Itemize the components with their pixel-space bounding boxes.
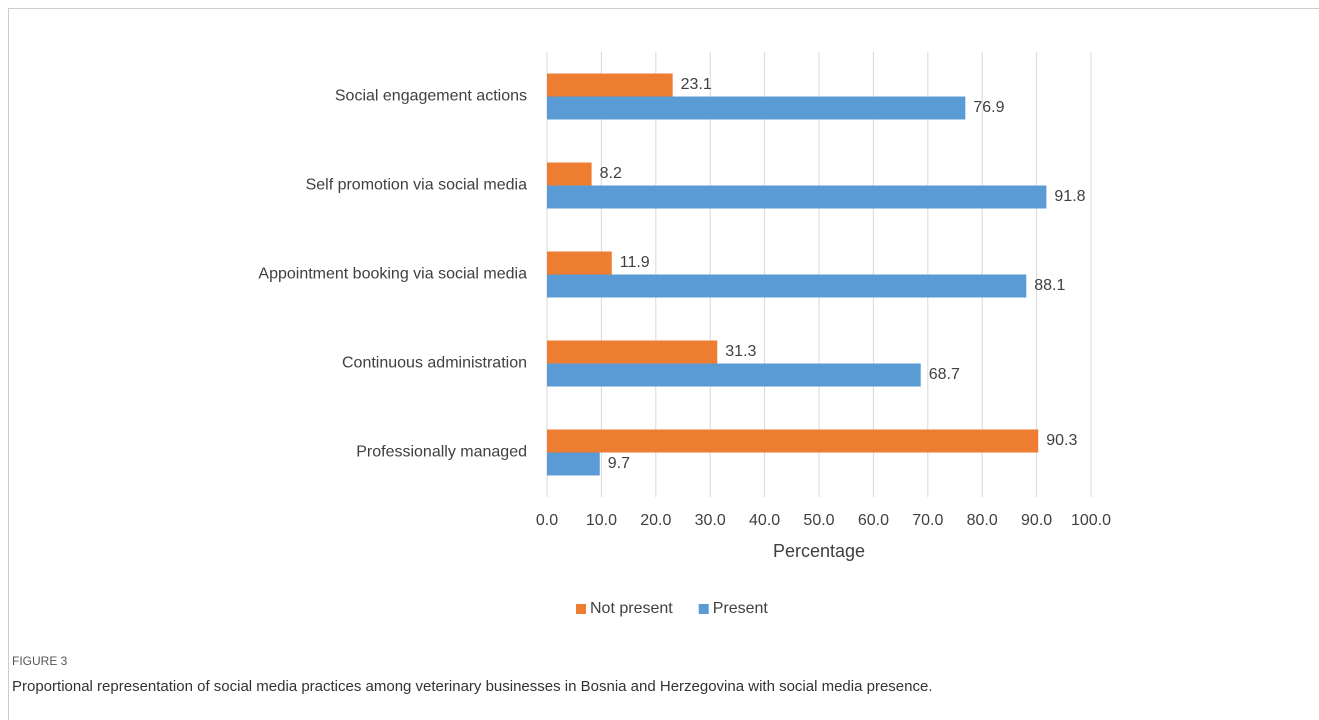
x-tick-label: 100.0 [1071,512,1111,529]
y-tick-label: Self promotion via social media [306,177,528,194]
legend-swatch [698,604,709,614]
x-tick-label: 70.0 [912,512,943,529]
x-tick-label: 0.0 [536,512,558,529]
x-tick-label: 40.0 [749,512,780,529]
x-tick-label: 90.0 [1021,512,1052,529]
figure-label: FIGURE 3 [12,654,68,668]
data-label: 90.3 [1046,432,1077,449]
x-tick-label: 60.0 [858,512,889,529]
x-tick-label: 10.0 [586,512,617,529]
figure-frame [8,8,1319,720]
y-tick-label: Professionally managed [356,444,527,461]
legend-label: Present [713,600,769,617]
data-label: 76.9 [973,99,1004,116]
bar [547,73,673,97]
legend-swatch [576,604,586,614]
bar [547,251,612,275]
data-label: 91.8 [1054,188,1085,205]
x-tick-label: 80.0 [967,512,998,529]
data-label: 23.1 [681,76,712,93]
data-label: 88.1 [1034,277,1065,294]
bar [547,363,921,387]
y-tick-label: Social engagement actions [335,88,527,105]
y-tick-label: Appointment booking via social media [258,266,527,283]
data-label: 8.2 [600,165,622,182]
bar [547,274,1027,298]
bar [547,96,966,120]
x-tick-label: 50.0 [803,512,834,529]
data-label: 31.3 [725,343,756,360]
figure-caption: Proportional representation of social me… [12,678,933,695]
data-label: 9.7 [608,455,630,472]
bar [547,185,1047,209]
bar [547,340,718,364]
bar [547,429,1039,453]
legend-label: Not present [590,600,673,617]
data-label: 68.7 [929,366,960,383]
bar [547,162,592,186]
x-tick-label: 30.0 [695,512,726,529]
x-axis-label: Percentage [773,541,865,561]
data-label: 11.9 [620,254,650,271]
bar [547,452,600,476]
x-tick-label: 20.0 [640,512,671,529]
y-tick-label: Continuous administration [342,355,527,372]
